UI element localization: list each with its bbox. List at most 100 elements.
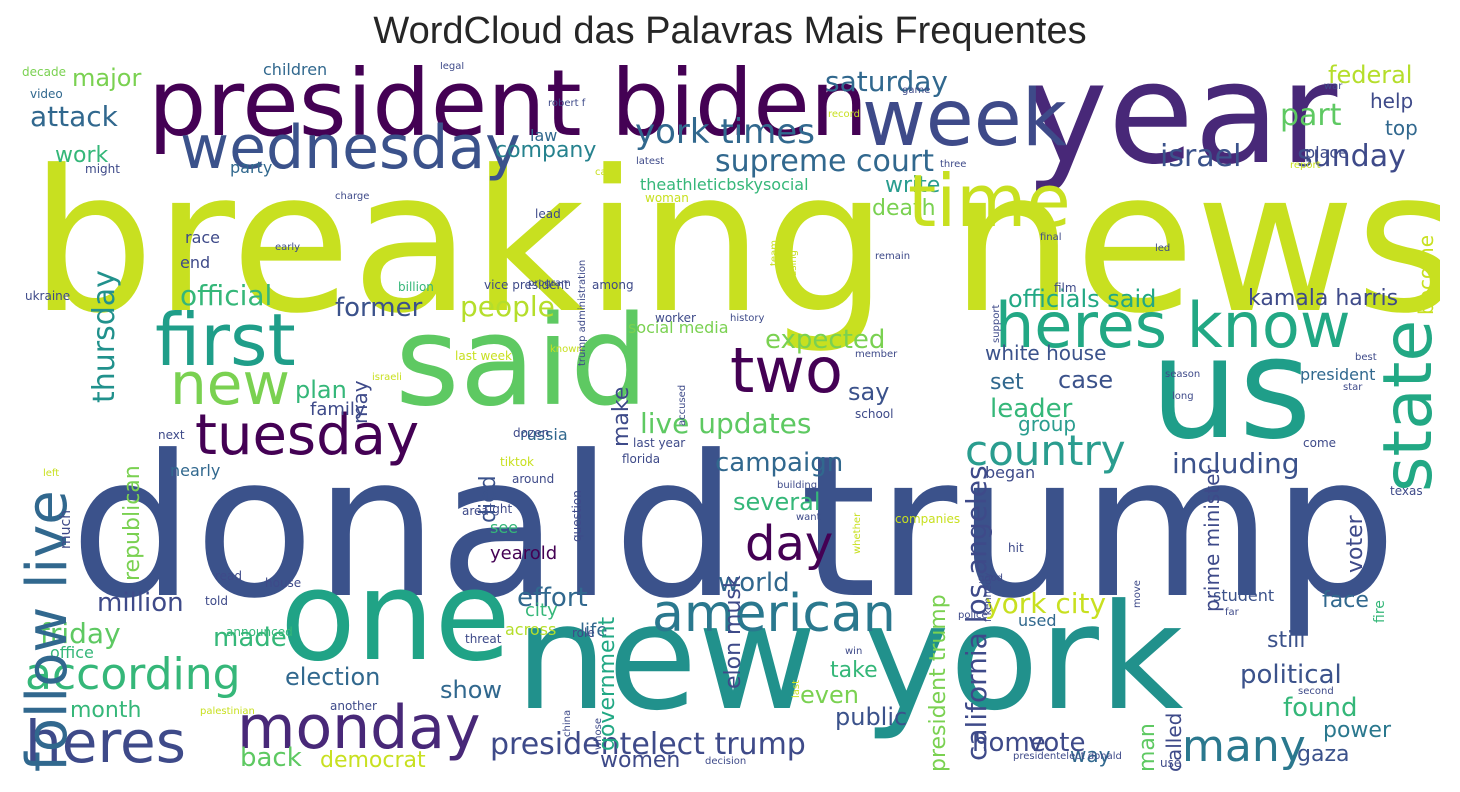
word-monday: monday (237, 693, 481, 763)
word-breaking-news: breaking news (30, 129, 1440, 357)
word-found: found (1283, 693, 1358, 723)
word-two: two (730, 334, 843, 407)
word-presidentelect-trump: presidentelect trump (490, 727, 806, 762)
word-million: million (97, 588, 184, 618)
word-across: across (505, 620, 557, 639)
word-hit: hit (1008, 541, 1024, 555)
word-police: police (958, 610, 988, 621)
word-country: country (965, 426, 1126, 475)
word-right: right (484, 502, 513, 516)
word-left: left (43, 468, 60, 479)
word-threat: threat (465, 632, 502, 646)
word-race: race (185, 228, 221, 247)
word-political: political (1240, 660, 1342, 690)
word-make: make (609, 386, 634, 447)
word-back: back (240, 743, 302, 773)
word-official: official (180, 279, 273, 312)
word-month: month (70, 698, 142, 723)
word-become: become (1414, 234, 1438, 315)
word-gaza: gaza (1297, 742, 1350, 767)
word-democrat: democrat (320, 748, 426, 773)
word-report: report (1290, 160, 1321, 171)
word-russia: russia (520, 425, 568, 444)
word-star: star (1343, 382, 1363, 393)
word-long: long (1172, 391, 1194, 402)
word-began: began (985, 463, 1036, 482)
word-win: win (845, 646, 863, 657)
word-say: say (848, 378, 890, 406)
word-heres: heres (25, 708, 186, 774)
word-help: help (1370, 89, 1414, 113)
word-announced: announced (226, 625, 293, 639)
word-death: death (872, 196, 936, 221)
word-world: world (718, 568, 790, 598)
word-support: support (991, 304, 1002, 343)
word-see: see (490, 518, 519, 537)
word-billion: billion (398, 280, 434, 294)
word-fire: fire (1372, 600, 1388, 623)
word-one: one (280, 545, 511, 689)
word-attack: attack (30, 100, 118, 133)
word-tuesday: tuesday (195, 403, 420, 468)
word-film: film (1054, 281, 1077, 295)
word-group: group (1018, 412, 1077, 436)
word-house: house (265, 576, 302, 590)
word-using: using (788, 249, 799, 277)
word-thursday: thursday (87, 270, 122, 403)
word-power: power (1323, 718, 1391, 743)
word-even: even (800, 681, 859, 709)
word-game: game (902, 85, 931, 96)
word-want: want (796, 512, 821, 523)
word-next: next (158, 428, 185, 442)
word-office: office (50, 643, 94, 662)
word-take: take (830, 658, 878, 683)
word-said: said (395, 290, 649, 434)
word-republican: republican (120, 465, 145, 581)
word-among: among (592, 278, 634, 292)
word-federal: federal (1328, 62, 1413, 89)
word-might: might (85, 162, 120, 176)
word-student: student (1213, 586, 1275, 605)
word-end: end (180, 253, 211, 272)
word-robert-f: robert f (548, 98, 586, 109)
word-made: made (213, 623, 287, 653)
word-far: far (1225, 607, 1239, 618)
word-latest: latest (636, 156, 665, 167)
word-another: another (330, 699, 377, 713)
word-major: major (72, 64, 142, 92)
word-voter: voter (1343, 515, 1368, 573)
word-nearly: nearly (170, 461, 221, 480)
word-program: program (528, 278, 571, 289)
word-day: day (745, 516, 834, 572)
word-member: member (855, 349, 898, 360)
word-known: known (550, 344, 583, 355)
word-good: good (978, 573, 1003, 584)
word-yearold: yearold (490, 543, 558, 564)
word-supreme-court: supreme court (715, 144, 934, 179)
word-tiktok: tiktok (500, 455, 534, 469)
word-party: party (230, 158, 273, 177)
word-former: former (335, 293, 423, 323)
word-set: set (990, 370, 1024, 395)
word-life: life (580, 620, 608, 641)
word-still: still (1267, 628, 1306, 653)
word-florida: florida (622, 452, 661, 466)
word-leader: leader (990, 394, 1073, 424)
word-ukraine: ukraine (25, 289, 71, 303)
word-president-biden: president biden (148, 62, 869, 157)
word-new: new (170, 350, 290, 418)
word-history: history (730, 313, 765, 324)
word-died: died (476, 475, 501, 523)
word-year: year (1025, 62, 1338, 196)
word-prime-minister: prime minister (1200, 465, 1224, 612)
word-led: led (1155, 243, 1171, 254)
word-week: week (862, 74, 1067, 164)
word-several: several (733, 488, 821, 516)
word-remain: remain (875, 251, 911, 262)
word-call: call (595, 167, 613, 178)
word-effort: effort (517, 583, 588, 613)
word-accused: accused (677, 384, 688, 426)
word-including: including (1172, 447, 1300, 480)
word-worker: worker (655, 311, 696, 325)
word-man: man (1135, 723, 1160, 772)
